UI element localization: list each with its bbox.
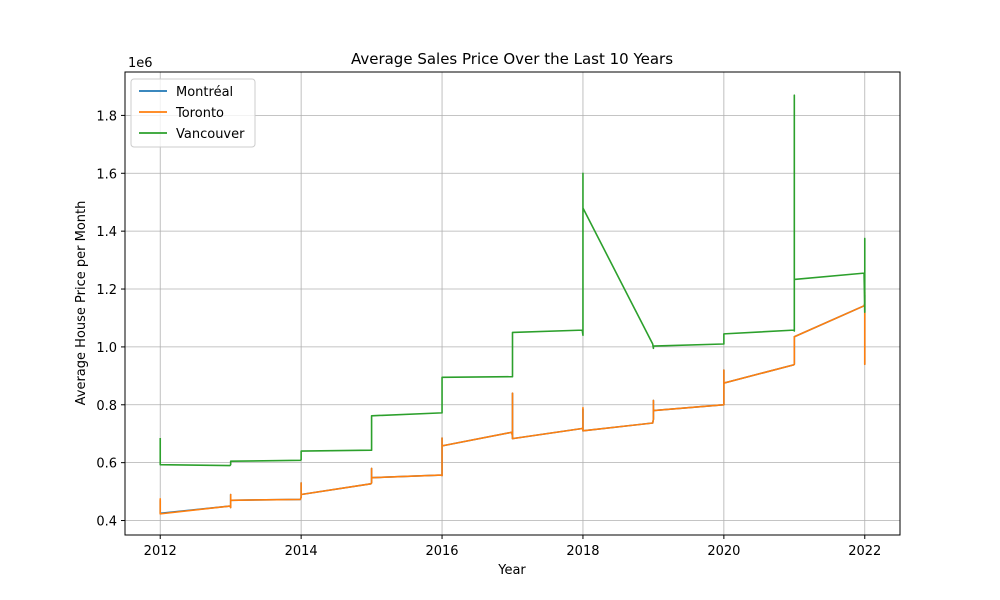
x-tick-label: 2022 bbox=[848, 544, 881, 559]
x-tick-label: 2014 bbox=[285, 544, 318, 559]
y-tick-label: 0.4 bbox=[96, 515, 117, 530]
x-tick-label: 2012 bbox=[144, 544, 177, 559]
x-tick-label: 2020 bbox=[707, 544, 740, 559]
x-axis: 2012 2014 2016 2018 2020 2022 bbox=[144, 535, 881, 559]
y-tick-label: 0.6 bbox=[96, 457, 117, 472]
y-tick-label: 1.8 bbox=[96, 109, 117, 124]
y-tick-label: 0.8 bbox=[96, 399, 117, 414]
legend: Montréal Toronto Vancouver bbox=[130, 78, 256, 148]
x-axis-title: Year bbox=[497, 563, 526, 578]
legend-frame bbox=[130, 78, 256, 148]
x-tick-label: 2016 bbox=[425, 544, 458, 559]
y-tick-label: 1.2 bbox=[96, 283, 117, 298]
y-offset-label: 1e6 bbox=[128, 56, 153, 71]
legend-label: Vancouver bbox=[176, 127, 245, 142]
y-axis: 0.4 0.6 0.8 1.0 1.2 1.4 1.6 1.8 bbox=[96, 109, 125, 530]
series-line-vancouver bbox=[159, 94, 866, 467]
legend-label: Toronto bbox=[175, 106, 224, 121]
plot-frame bbox=[124, 71, 901, 536]
series-line-toronto bbox=[159, 291, 866, 515]
series-layer bbox=[159, 94, 866, 515]
y-axis-title: Average House Price per Month bbox=[74, 201, 89, 406]
y-tick-label: 1.6 bbox=[96, 167, 117, 182]
chart-title: Average Sales Price Over the Last 10 Yea… bbox=[351, 50, 673, 68]
y-tick-label: 1.4 bbox=[96, 225, 117, 240]
y-tick-label: 1.0 bbox=[96, 341, 117, 356]
legend-label: Montréal bbox=[176, 85, 233, 100]
x-tick-label: 2018 bbox=[566, 544, 599, 559]
